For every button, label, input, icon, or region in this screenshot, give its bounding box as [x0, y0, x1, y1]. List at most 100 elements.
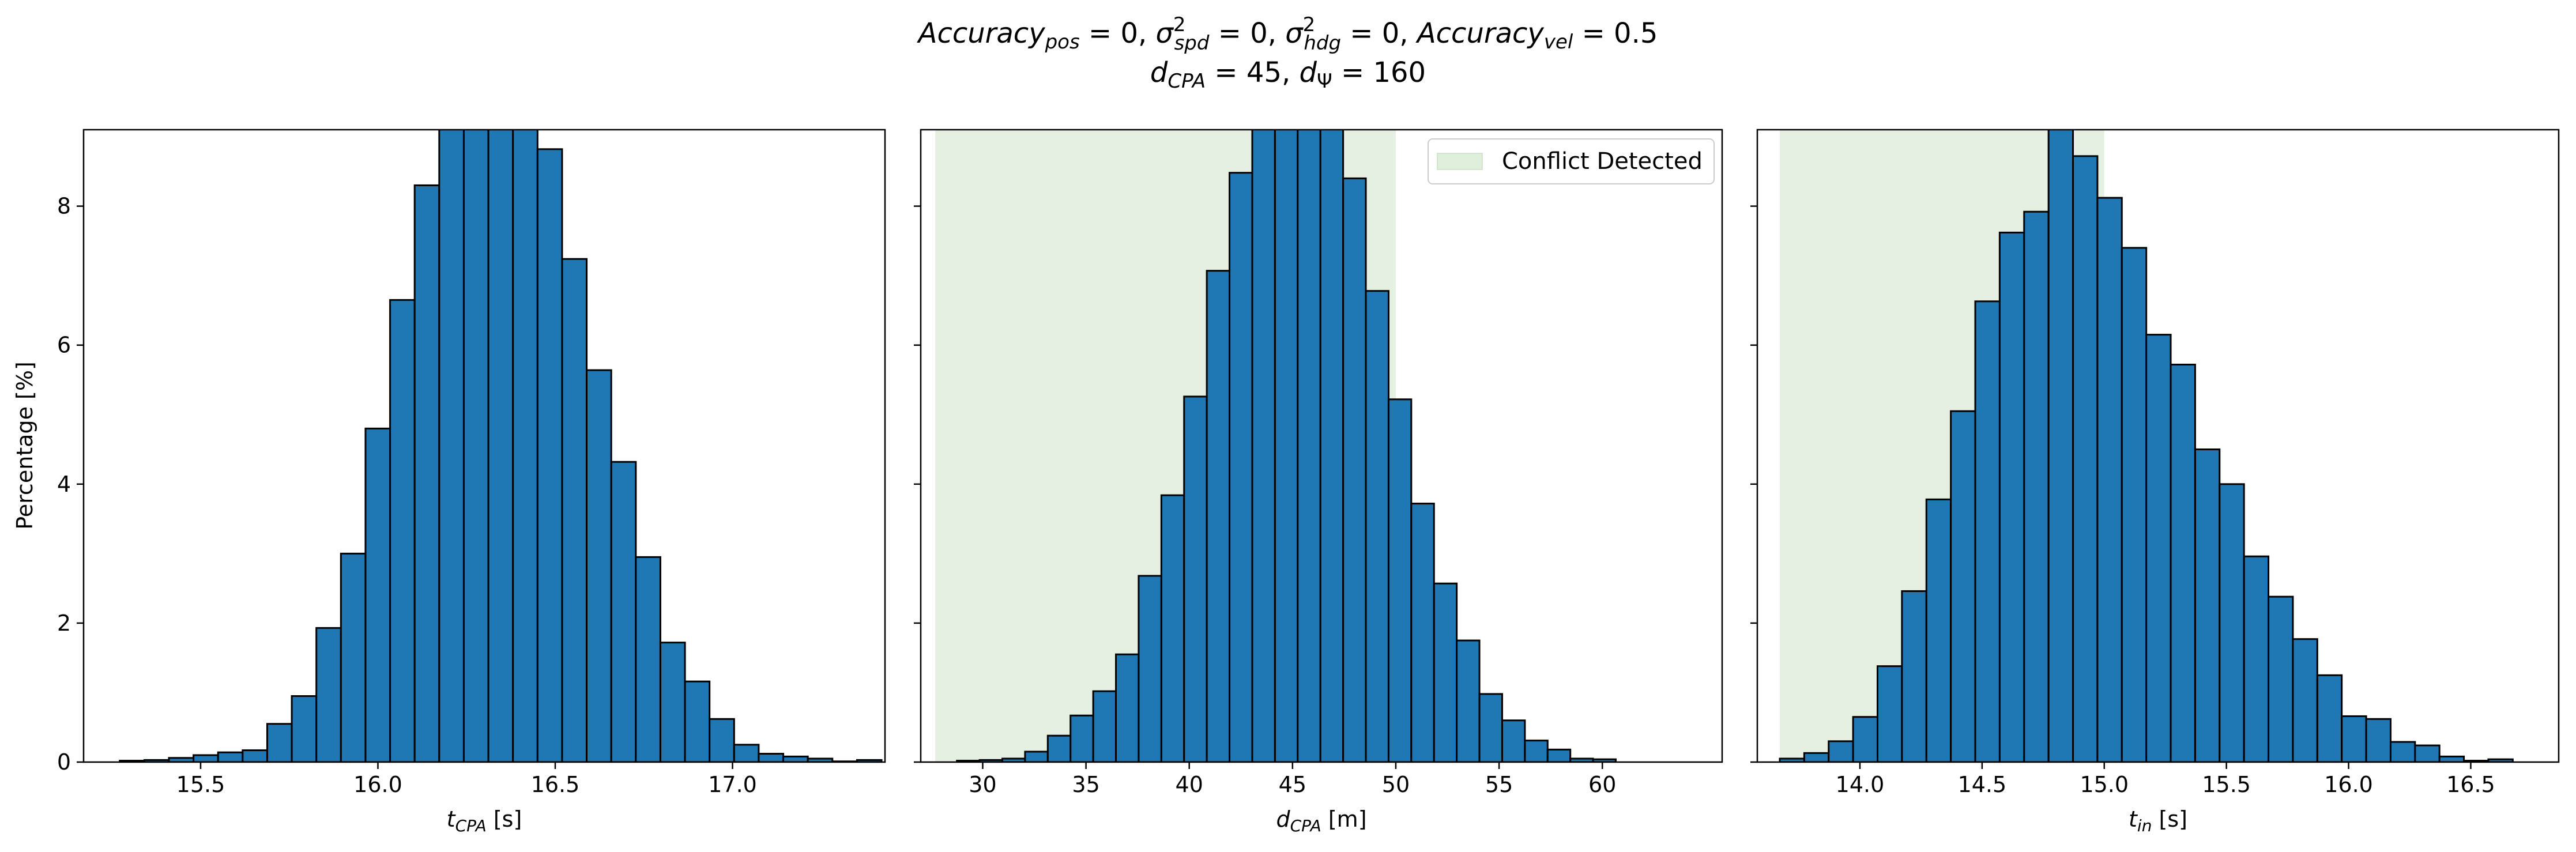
histogram-bar	[266, 723, 293, 762]
histogram-bar	[1877, 665, 1903, 762]
histogram-bar	[1092, 690, 1117, 762]
histogram-bar	[1342, 177, 1367, 762]
histogram-bar	[1803, 752, 1830, 762]
histogram-bar	[2438, 755, 2465, 762]
histogram-bar	[1433, 582, 1458, 762]
x-tick-label: 16.5	[531, 772, 580, 797]
histogram-bar	[438, 130, 465, 762]
axes-frame	[82, 129, 886, 763]
y-axis-label: Percentage [%]	[12, 361, 37, 530]
histogram-bar	[561, 258, 588, 762]
x-tick-label: 15.5	[2202, 772, 2251, 797]
histogram-bar	[2121, 247, 2148, 762]
x-tick-label: 16.5	[2446, 772, 2495, 797]
x-tick-label: 35	[1072, 772, 1099, 797]
subplot-3: 14.0 14.5 15.0 15.5 16.0 16.5 tin [s]	[1750, 129, 2560, 835]
legend-label: Conflict Detected	[1502, 148, 1703, 175]
histogram-bar	[1046, 734, 1072, 762]
histogram-bar	[610, 461, 637, 762]
subplot-1: 15.5 16.0 16.5 17.0 0 2 4 6 8 tCPA [s]	[57, 129, 886, 835]
histogram-bar	[340, 552, 367, 762]
x-tick-label: 15.0	[2080, 772, 2129, 797]
plot-area	[1779, 130, 2514, 762]
title-line-2: dCPA = 45, dΨ = 160	[1150, 56, 1426, 93]
histogram-bar	[1274, 130, 1299, 762]
histogram-bar	[1410, 503, 1435, 762]
histogram-bar	[1456, 639, 1481, 762]
histogram-bar	[2292, 638, 2318, 762]
histogram-bar	[1365, 290, 1389, 762]
x-tick-label: 17.0	[708, 772, 757, 797]
histogram-bar	[462, 130, 489, 762]
histogram-bar	[2096, 197, 2123, 762]
histogram-bar	[2389, 741, 2416, 762]
histogram-bar	[1115, 653, 1140, 762]
histogram-bar	[487, 130, 514, 762]
x-tick-label: 16.0	[353, 772, 402, 797]
histogram-bar	[1319, 130, 1345, 762]
histogram-bar	[1478, 693, 1503, 762]
x-axis-label: dCPA [m]	[1276, 806, 1366, 835]
histogram-bar	[1183, 395, 1208, 762]
histogram-bar	[2316, 674, 2343, 762]
histogram-bar	[586, 369, 612, 762]
histogram-bar	[1546, 748, 1572, 762]
legend: Conflict Detected	[1428, 138, 1715, 184]
histogram-bar	[2414, 744, 2441, 762]
x-tick-label: 60	[1588, 772, 1616, 797]
histogram-bar	[2365, 718, 2392, 762]
x-tick-label: 40	[1176, 772, 1203, 797]
histogram-bar	[2047, 130, 2074, 762]
axes-frame	[1756, 129, 2560, 763]
legend-swatch	[1437, 153, 1483, 170]
histogram-bar	[2170, 363, 2196, 762]
histogram-bar	[2268, 595, 2294, 762]
histogram-bar	[758, 753, 785, 762]
histogram-bar	[635, 556, 661, 762]
histogram-bar	[242, 749, 268, 762]
histogram-bar	[2072, 155, 2099, 762]
x-tick-label: 14.0	[1836, 772, 1885, 797]
x-tick-label: 14.5	[1958, 772, 2007, 797]
histogram-bar	[2145, 334, 2172, 762]
title-line-1: Accuracypos = 0, σ2 spd = 0, σ2 hdg = 0, A…	[917, 13, 1658, 55]
histogram-bar	[217, 751, 244, 762]
histogram-bar	[364, 427, 391, 762]
x-tick-label: 45	[1279, 772, 1306, 797]
plot-area	[119, 130, 883, 762]
histogram-bar	[389, 299, 416, 762]
histogram-bar	[536, 148, 563, 762]
histogram-bar	[1069, 714, 1094, 762]
histogram-bar	[1950, 410, 1976, 762]
y-tick-label: 8	[57, 194, 71, 219]
histogram-bar	[1501, 719, 1526, 762]
histogram-bar	[1828, 740, 1854, 762]
histogram-bar	[856, 759, 883, 762]
histogram-bar	[1206, 270, 1231, 762]
histogram-bar	[1297, 130, 1321, 762]
histogram-bar	[1251, 130, 1276, 762]
plot-area	[935, 130, 1617, 762]
x-tick-label: 55	[1485, 772, 1513, 797]
histogram-bar	[1925, 498, 1952, 762]
histogram-bar	[193, 754, 219, 762]
histogram-bar	[1387, 398, 1413, 762]
histogram-bar	[1229, 172, 1253, 762]
histogram-bar	[2341, 715, 2367, 762]
histogram-bar	[315, 627, 342, 762]
histogram-bar	[659, 642, 686, 762]
axes-frame	[920, 129, 1723, 763]
histogram-bar	[2219, 483, 2245, 762]
histogram-bar	[2243, 555, 2270, 762]
histogram-bar	[413, 184, 440, 762]
histogram-bar	[512, 130, 538, 762]
x-tick-label: 16.0	[2324, 772, 2373, 797]
histogram-bar	[1974, 300, 2001, 762]
y-tick-label: 4	[57, 472, 71, 497]
x-axis-label: tCPA [s]	[447, 806, 522, 835]
histogram-bar	[807, 757, 834, 762]
histogram-bar	[709, 718, 735, 762]
histogram-bar	[782, 755, 809, 762]
histogram-bar	[1524, 740, 1549, 762]
